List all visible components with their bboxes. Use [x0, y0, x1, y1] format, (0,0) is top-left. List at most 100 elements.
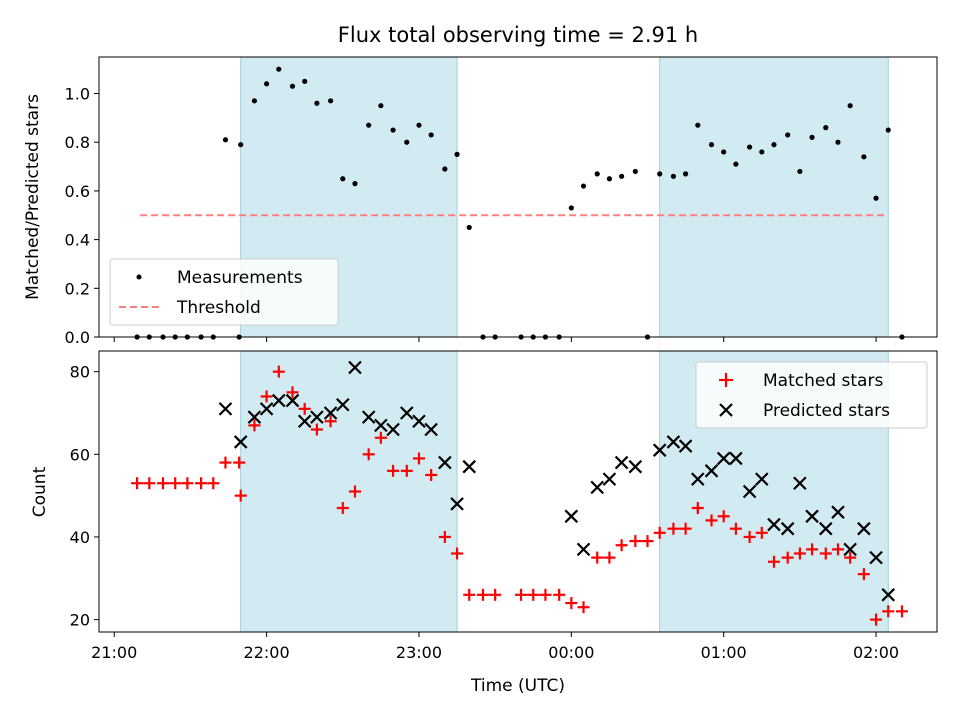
measurement-point	[606, 176, 613, 182]
measurement-point	[264, 81, 270, 87]
matched-star-point	[131, 477, 144, 490]
matched-star-point	[603, 551, 616, 564]
predicted-star-point	[247, 410, 262, 424]
matched-star-point	[463, 588, 476, 601]
measurement-point	[695, 122, 701, 128]
measurement-point	[340, 176, 346, 182]
matched-star-point	[781, 551, 794, 564]
measurement-point	[657, 171, 663, 177]
bottom-y-tick-label: 40	[70, 528, 90, 547]
matched-star-point	[438, 530, 451, 543]
measurement-point	[683, 171, 689, 177]
top-y-tick-label: 0.2	[65, 279, 90, 298]
predicted-star-point	[818, 521, 833, 536]
predicted-star-point	[869, 550, 883, 565]
top-y-tick-label: 0.8	[65, 133, 90, 152]
measurement-point	[428, 132, 434, 138]
matched-star-point	[286, 386, 299, 399]
matched-star-point	[248, 419, 261, 432]
matched-star-point	[260, 390, 273, 403]
measurement-point	[670, 173, 677, 179]
matched-star-point	[577, 601, 590, 614]
predicted-star-point	[857, 521, 871, 536]
predicted-star-point	[412, 414, 426, 429]
top-shaded-range	[659, 56, 889, 338]
x-axis-label: Time (UTC)	[470, 676, 565, 696]
legend-matched-label: Matched stars	[763, 371, 883, 391]
predicted-star-point	[424, 422, 438, 437]
predicted-star-point	[259, 402, 274, 416]
predicted-star-point	[272, 393, 286, 408]
measurement-point	[594, 171, 600, 177]
matched-star-point	[705, 514, 718, 527]
top-y-tick-label: 0.0	[65, 328, 90, 347]
measurement-point	[466, 224, 472, 231]
matched-star-point	[641, 535, 654, 548]
predicted-star-point	[678, 439, 693, 453]
matched-star-point	[156, 477, 169, 490]
ratio-panel: 0.0 0.2 0.4 0.6 0.8 1.0 Matched/Predicted sta…	[23, 56, 938, 347]
measurement-point	[809, 134, 815, 140]
predicted-star-point	[590, 480, 605, 495]
predicted-star-point	[462, 459, 477, 474]
measurement-point	[759, 149, 765, 155]
measurement-point	[847, 103, 853, 109]
predicted-star-point	[691, 472, 705, 486]
predicted-star-point	[767, 517, 781, 532]
chart-title: Flux total observing time = 2.91 h	[338, 23, 698, 47]
bottom-y-tick-label: 20	[70, 611, 90, 630]
matched-star-point	[870, 613, 883, 626]
predicted-star-point	[628, 459, 643, 474]
matched-star-point	[181, 477, 194, 490]
matched-star-point	[143, 477, 156, 490]
predicted-star-point	[704, 464, 719, 478]
predicted-star-point	[843, 542, 857, 557]
predicted-star-point	[742, 484, 757, 499]
matched-star-point	[400, 464, 413, 477]
matched-star-point	[527, 588, 540, 601]
measurement-point	[302, 78, 308, 84]
measurement-point	[733, 161, 739, 167]
matched-star-point	[844, 551, 857, 564]
bottom-y-tick-label: 80	[70, 363, 90, 382]
measurement-point	[835, 139, 841, 145]
matched-star-point	[831, 543, 844, 556]
matched-star-point	[691, 502, 704, 515]
top-legend: Measurements Threshold	[109, 258, 339, 326]
matched-star-point	[679, 522, 692, 535]
matched-star-point	[310, 423, 323, 436]
predicted-star-point	[348, 360, 362, 375]
matched-star-point	[374, 431, 387, 444]
matched-star-point	[298, 402, 311, 415]
measurement-point	[823, 125, 829, 131]
matched-star-point	[233, 456, 246, 469]
matched-star-point	[743, 530, 756, 543]
predicted-star-point	[450, 497, 464, 511]
matched-star-point	[336, 502, 349, 515]
measurement-point	[721, 149, 727, 155]
matched-star-point	[515, 588, 528, 601]
x-tick-label: 00:00	[548, 643, 594, 662]
predicted-star-point	[780, 521, 795, 536]
legend-measurements-marker	[136, 274, 142, 280]
legend-threshold-label: Threshold	[176, 298, 261, 318]
measurement-point	[222, 137, 229, 143]
matched-star-point	[539, 588, 552, 601]
bottom-y-axis-label: Count	[30, 466, 50, 517]
predicted-star-point	[374, 418, 388, 433]
predicted-star-point	[399, 406, 414, 420]
top-y-axis-label: Matched/Predicted stars	[23, 94, 43, 300]
top-y-tick-label: 0.4	[65, 231, 90, 250]
measurement-point	[619, 173, 625, 179]
x-tick-label: 01:00	[701, 643, 747, 662]
matched-star-point	[219, 456, 232, 469]
matched-star-point	[755, 526, 768, 539]
matched-star-point	[169, 477, 182, 490]
predicted-star-point	[793, 476, 807, 491]
matched-star-point	[234, 489, 247, 502]
legend-matched-marker	[719, 373, 733, 387]
predicted-star-point	[576, 542, 591, 557]
measurement-point	[238, 142, 244, 148]
